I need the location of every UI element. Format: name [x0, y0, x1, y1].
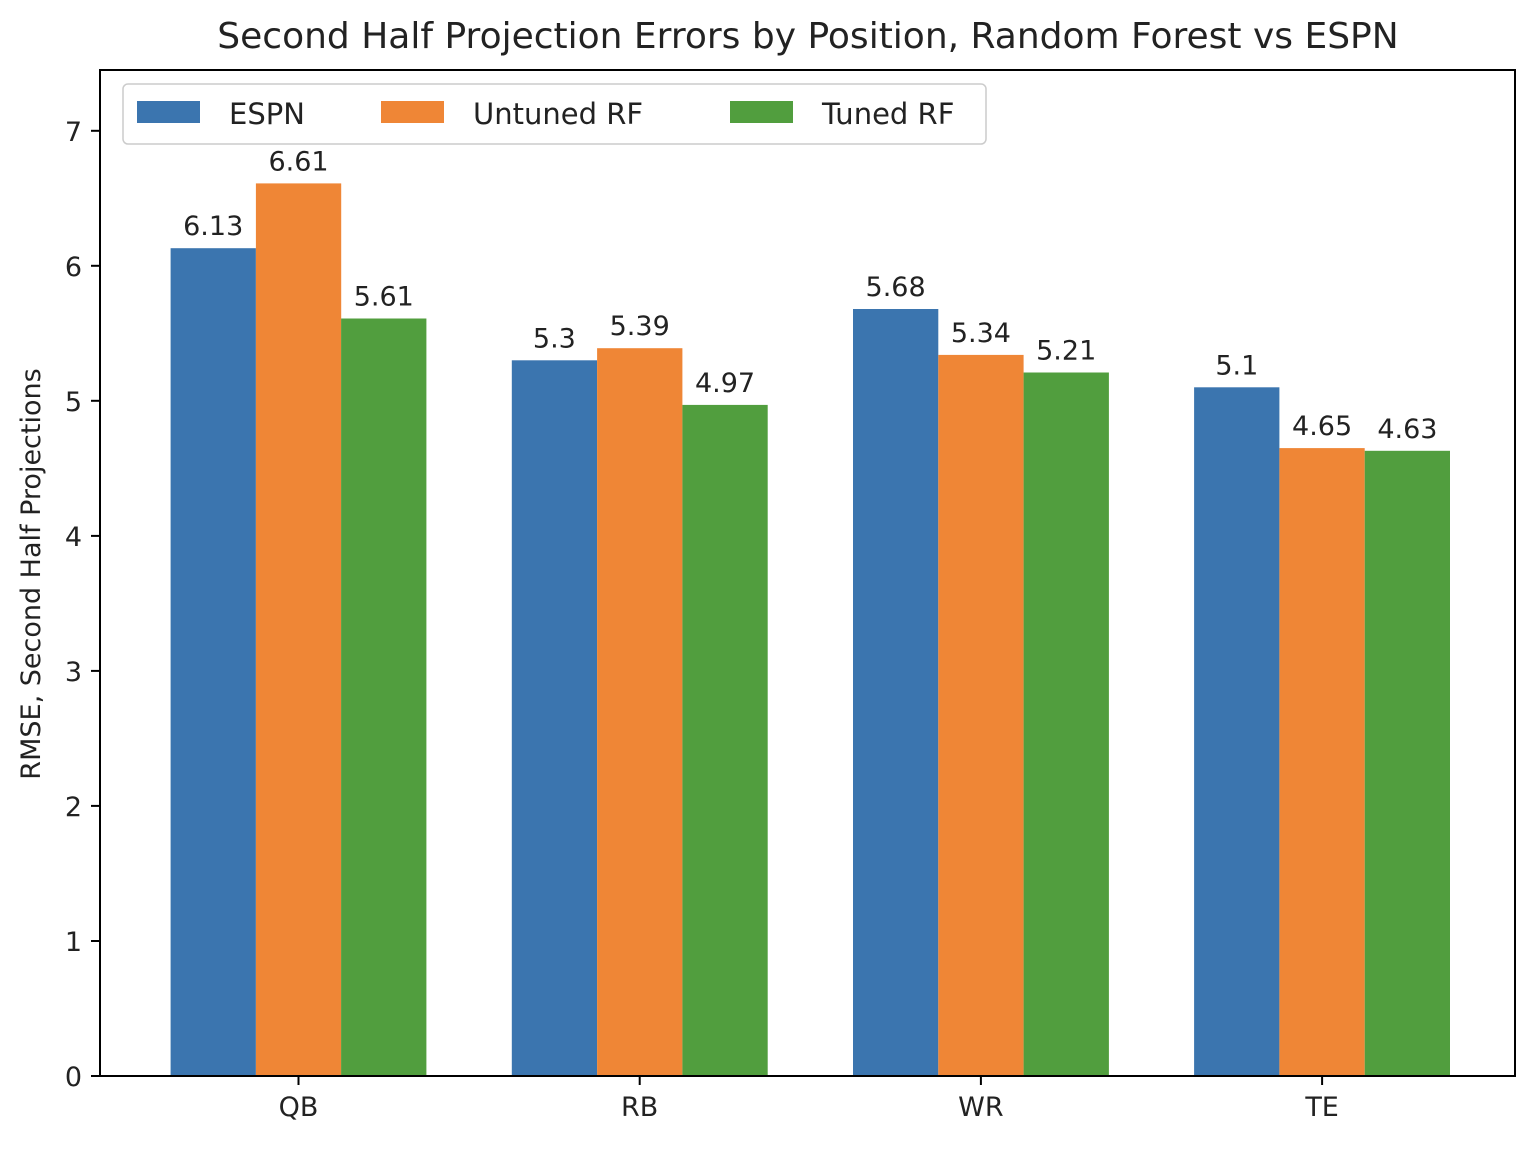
bar-te-tuned-rf: [1364, 450, 1450, 1076]
bar-rb-espn: [511, 360, 598, 1076]
legend-label-untuned-rf: Untuned RF: [473, 97, 643, 131]
y-axis-label: RMSE, Second Half Projections: [16, 368, 47, 779]
bar-value-label-wr-espn: 5.68: [866, 272, 926, 303]
legend-swatch-espn: [137, 101, 200, 123]
x-tick-label-wr: WR: [958, 1092, 1003, 1123]
y-tick-label: 7: [65, 117, 82, 148]
chart-title: Second Half Projection Errors by Positio…: [217, 16, 1398, 57]
x-axis-ticks: QB RB WR TE: [279, 1076, 1339, 1123]
legend-frame: [122, 83, 987, 145]
y-axis-ticks: 0 1 2 3 4 5 6 7: [65, 117, 100, 1093]
bars-layer: [170, 183, 1450, 1077]
y-tick-label: 0: [65, 1062, 82, 1093]
bar-value-label-te-untuned-rf: 4.65: [1292, 411, 1352, 442]
legend-swatch-untuned-rf: [381, 101, 444, 123]
bar-wr-tuned-rf: [1023, 372, 1109, 1076]
bar-value-label-qb-untuned-rf: 6.61: [268, 146, 328, 177]
bar-value-label-wr-untuned-rf: 5.34: [951, 318, 1011, 349]
bar-value-labels: 6.13 5.3 5.68 5.1 6.61 5.39 5.34 4.65 5.61 4.97 5.…: [183, 146, 1437, 444]
legend-label-tuned-rf: Tuned RF: [821, 97, 954, 131]
x-tick-label-qb: QB: [279, 1092, 319, 1123]
bar-te-espn: [1194, 387, 1280, 1076]
legend: ESPN Untuned RF Tuned RF: [122, 83, 987, 145]
bar-wr-espn: [853, 309, 939, 1076]
bar-value-label-qb-espn: 6.13: [183, 211, 243, 242]
x-tick-label-rb: RB: [621, 1092, 658, 1123]
y-tick-label: 4: [65, 522, 82, 553]
bar-wr-untuned-rf: [938, 354, 1024, 1076]
plot-area-frame: [99, 69, 1516, 1077]
bar-value-label-te-espn: 5.1: [1215, 350, 1258, 381]
bar-rb-untuned-rf: [597, 348, 683, 1076]
bar-value-label-rb-espn: 5.3: [533, 323, 576, 354]
bar-te-untuned-rf: [1279, 448, 1365, 1077]
y-tick-label: 2: [65, 792, 82, 823]
x-tick-label-te: TE: [1304, 1092, 1339, 1123]
bar-value-label-rb-untuned-rf: 5.39: [610, 311, 670, 342]
legend-label-espn: ESPN: [229, 97, 305, 131]
y-tick-label: 3: [65, 657, 82, 688]
bar-value-label-te-tuned-rf: 4.63: [1377, 414, 1437, 445]
bar-value-label-wr-tuned-rf: 5.21: [1036, 336, 1096, 367]
bar-value-label-qb-tuned-rf: 5.61: [354, 282, 414, 313]
bar-value-label-rb-tuned-rf: 4.97: [695, 368, 755, 399]
legend-swatch-tuned-rf: [730, 101, 793, 123]
y-tick-label: 6: [65, 252, 82, 283]
bar-qb-espn: [170, 248, 256, 1076]
bar-qb-tuned-rf: [341, 318, 427, 1076]
y-tick-label: 5: [65, 387, 82, 418]
y-tick-label: 1: [65, 927, 82, 958]
bar-qb-untuned-rf: [255, 183, 342, 1076]
bar-rb-tuned-rf: [682, 404, 768, 1076]
